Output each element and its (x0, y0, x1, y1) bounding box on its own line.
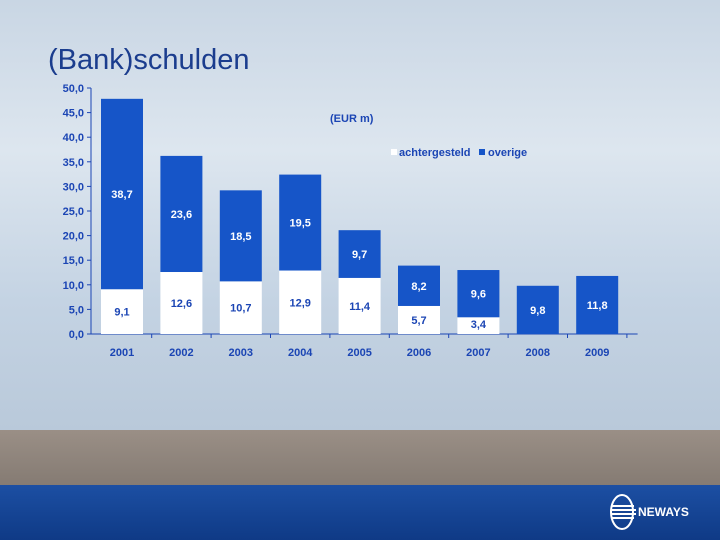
x-tick-label: 2001 (110, 347, 134, 359)
y-tick-label: 35,0 (63, 157, 84, 169)
data-label-overige: 9,7 (352, 249, 367, 261)
x-tick-label: 2006 (407, 347, 431, 359)
x-tick-label: 2007 (466, 347, 490, 359)
neways-logo: NEWAYS (610, 494, 689, 530)
unit-label: (EUR m) (330, 113, 374, 125)
slide-title: (Bank)schulden (48, 44, 250, 76)
data-label-achtergesteld: 12,6 (171, 298, 192, 310)
x-tick-label: 2005 (347, 347, 371, 359)
x-tick-label: 2002 (169, 347, 193, 359)
bar-overige-2005 (338, 230, 381, 278)
bar-achtergesteld-2004 (279, 270, 322, 334)
y-tick-label: 25,0 (63, 206, 84, 218)
data-label-overige: 9,8 (530, 305, 545, 317)
y-tick-label: 10,0 (63, 280, 84, 292)
y-tick-label: 45,0 (63, 108, 84, 120)
footer-band (0, 485, 720, 540)
data-label-achtergesteld: 9,1 (114, 307, 129, 319)
data-labels: 9,1 38,7 12,6 23,6 10,7 18,5 12,9 19,5 11,4 9,7 5,… (111, 189, 607, 331)
x-tick-label: 2004 (288, 347, 313, 359)
data-label-achtergesteld: 11,4 (349, 301, 371, 313)
neways-swoosh-icon (610, 494, 636, 530)
data-label-overige: 23,6 (171, 209, 192, 221)
bar-overige-2006 (398, 265, 440, 306)
legend-swatch-overige (479, 149, 485, 155)
data-label-overige: 18,5 (230, 231, 251, 243)
data-label-overige: 11,8 (587, 300, 608, 312)
legend-label-overige: overige (488, 147, 527, 159)
x-tick-label: 2003 (229, 347, 253, 359)
bar-achtergesteld-2002 (160, 272, 203, 334)
bar-overige-2009 (576, 275, 619, 334)
data-label-achtergesteld: 10,7 (230, 303, 251, 315)
y-tick-label: 15,0 (63, 255, 84, 267)
y-tick-label: 5,0 (69, 304, 84, 316)
bars (101, 98, 619, 334)
horizon-band (0, 430, 720, 485)
data-label-overige: 19,5 (289, 218, 310, 230)
x-axis: 2001 2002 2003 2004 2005 2006 2007 2008 2009 (91, 333, 638, 359)
bar-overige-2001 (101, 98, 143, 290)
bar-achtergesteld-2003 (219, 281, 262, 334)
bar-overige-2004 (279, 174, 322, 271)
data-label-achtergesteld: 5,7 (411, 315, 426, 327)
data-label-achtergesteld: 12,9 (289, 297, 310, 309)
bar-overige-2003 (219, 190, 262, 282)
bar-overige-2007 (457, 270, 500, 318)
y-tick-label: 0,0 (69, 329, 84, 341)
x-tick-label: 2009 (585, 347, 609, 359)
bar-achtergesteld-2007 (457, 317, 500, 334)
y-tick-label: 40,0 (63, 132, 84, 144)
y-tick-label: 20,0 (63, 231, 84, 243)
bar-achtergesteld-2005 (338, 277, 381, 334)
bar-achtergesteld-2006 (398, 305, 440, 334)
y-axis: 0,0 5,0 10,0 15,0 20,0 25,0 30,0 35,0 40,0 45,0 50… (63, 83, 92, 341)
legend-swatch-achtergesteld (391, 149, 397, 155)
data-label-overige: 8,2 (411, 281, 426, 293)
data-label-achtergesteld: 3,4 (471, 319, 487, 331)
data-label-overige: 9,6 (471, 289, 486, 301)
logo-wordmark: NEWAYS (638, 505, 689, 519)
bar-achtergesteld-2001 (101, 289, 143, 334)
x-tick-label: 2008 (526, 347, 550, 359)
y-tick-label: 50,0 (63, 83, 84, 95)
data-label-overige: 38,7 (111, 189, 132, 201)
bar-overige-2002 (160, 155, 203, 273)
legend-label-achtergesteld: achtergesteld (399, 147, 471, 159)
legend: achtergesteld overige (391, 147, 527, 159)
bar-overige-2008 (516, 285, 559, 334)
y-tick-label: 30,0 (63, 181, 84, 193)
